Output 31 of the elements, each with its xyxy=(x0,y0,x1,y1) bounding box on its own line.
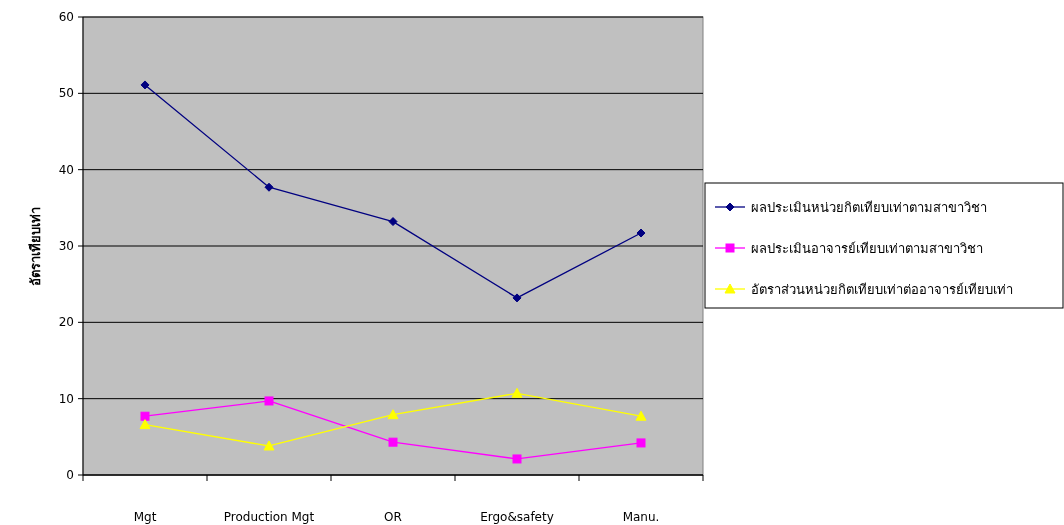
point xyxy=(264,182,274,192)
point xyxy=(512,293,522,303)
point xyxy=(139,419,151,430)
point xyxy=(512,454,522,464)
legend-label: ผลประเมินอาจารย์เทียบเท่าตามสาขาวิชา xyxy=(751,241,983,256)
y-tick-label: 20 xyxy=(58,315,74,330)
y-tick-label: 30 xyxy=(58,239,74,253)
y-tick-label: 50 xyxy=(58,86,74,101)
y-axis-title: อัตราเทียบเท่า xyxy=(28,206,43,286)
x-tick-label: Mgt xyxy=(133,510,157,524)
y-tick-label: 40 xyxy=(58,162,74,177)
point xyxy=(388,217,398,227)
x-tick-label: Production Mgt xyxy=(223,510,315,524)
point xyxy=(388,437,398,447)
point xyxy=(635,410,647,421)
point xyxy=(636,228,646,238)
point xyxy=(140,411,150,421)
point xyxy=(264,396,274,406)
legend-label: อัตราส่วนหน่วยกิตเทียบเท่าต่ออาจารย์เทียบเท่า xyxy=(751,282,1013,297)
y-tick-label: 0 xyxy=(66,468,74,482)
x-tick-label: Ergo&safety xyxy=(480,510,554,524)
x-tick-label: OR xyxy=(384,510,402,524)
point xyxy=(387,409,399,420)
y-tick-label: 10 xyxy=(58,391,74,406)
point xyxy=(140,80,150,90)
point xyxy=(263,440,275,451)
point xyxy=(511,387,523,398)
point xyxy=(636,438,646,448)
x-tick-label: Manu. xyxy=(622,510,660,524)
legend-label: ผลประเมินหน่วยกิตเทียบเท่าตามสาขาวิชา xyxy=(751,200,987,215)
y-tick-label: 60 xyxy=(58,10,74,24)
